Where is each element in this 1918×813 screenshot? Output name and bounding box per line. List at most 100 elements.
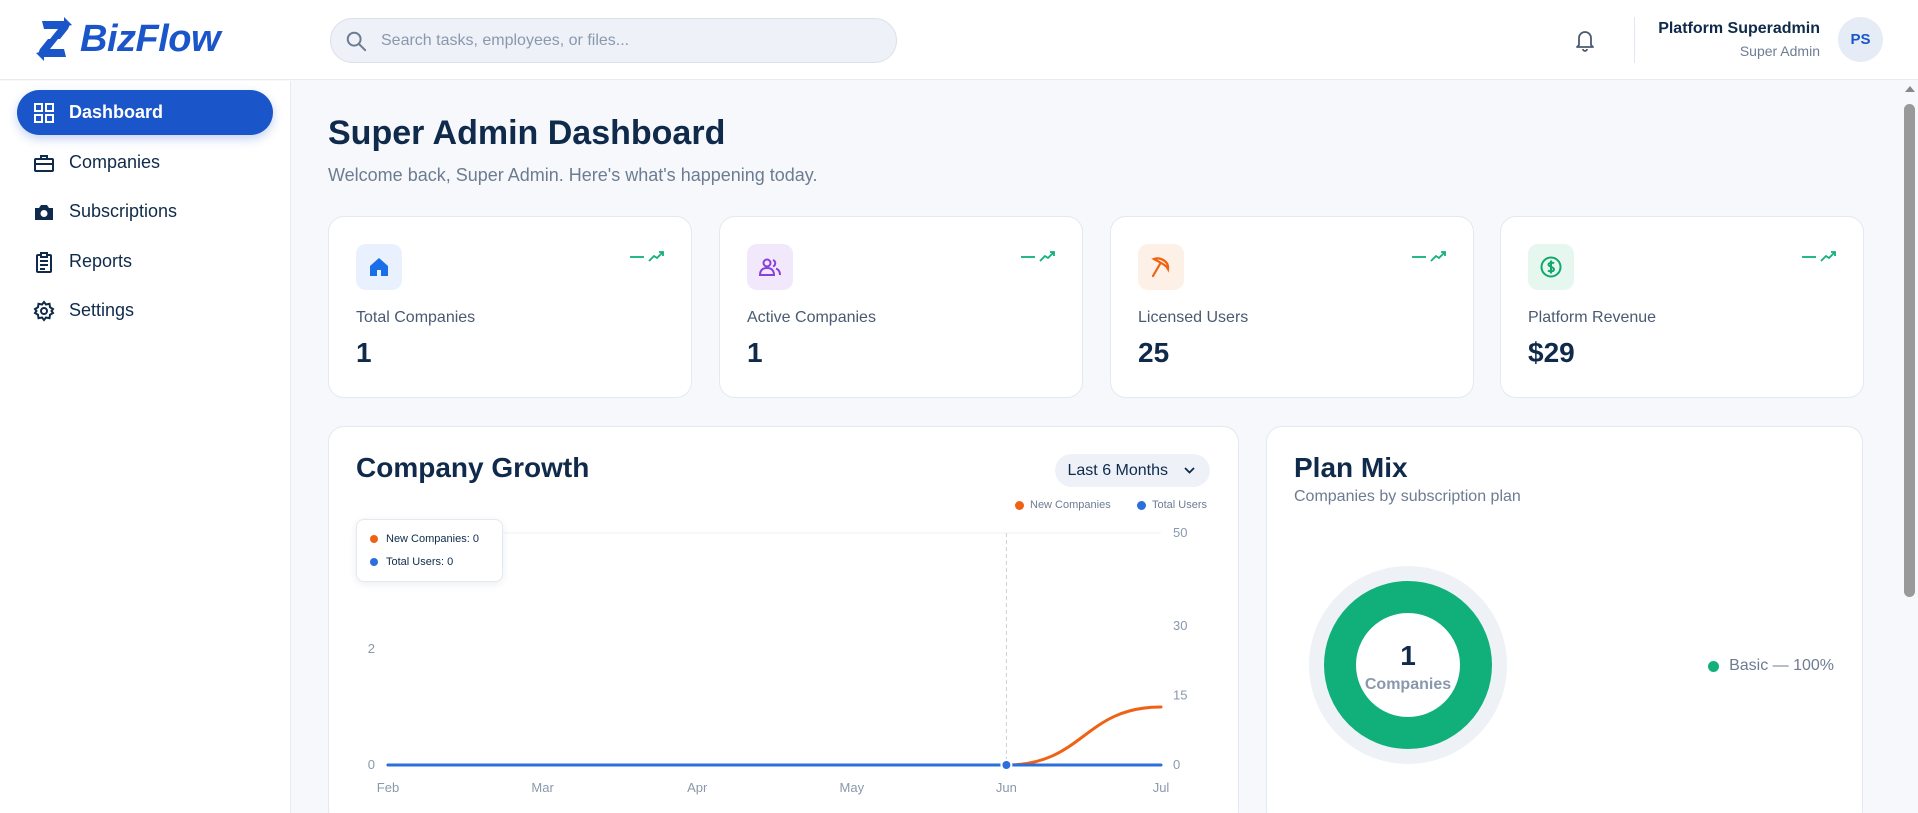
- x-tick-label: Mar: [531, 780, 554, 795]
- bell-icon[interactable]: [1574, 28, 1596, 52]
- search-input[interactable]: [381, 19, 881, 62]
- legend-item-new-companies: New Companies: [1015, 499, 1111, 511]
- chevron-down-icon: [1184, 467, 1195, 474]
- stat-card-licensed-users[interactable]: Licensed Users 25: [1110, 216, 1474, 398]
- grid-icon: [34, 102, 54, 123]
- x-tick-label: Jul: [1153, 780, 1170, 795]
- stat-card-active-companies[interactable]: Active Companies 1: [719, 216, 1083, 398]
- sidebar-item-dashboard[interactable]: Dashboard: [17, 90, 273, 135]
- stat-icon-box: [356, 244, 402, 290]
- umbrella-icon: [1151, 257, 1170, 278]
- stat-label: Platform Revenue: [1528, 309, 1657, 326]
- stat-icon-box: [1138, 244, 1184, 290]
- trend-up-icon: [1802, 251, 1836, 262]
- user-role: Super Admin: [1739, 43, 1820, 59]
- legend-item-basic: Basic — 100%: [1708, 657, 1834, 675]
- stat-icon-box: [747, 244, 793, 290]
- sidebar-item-label: Subscriptions: [69, 201, 178, 221]
- sidebar-item-label: Reports: [69, 251, 133, 271]
- stat-card-total-companies[interactable]: Total Companies 1: [328, 216, 692, 398]
- trend-up-icon: [630, 251, 664, 262]
- app-logo[interactable]: BizFlow: [34, 17, 221, 61]
- x-tick-label: May: [840, 780, 865, 795]
- tooltip-row: Total Users: 0: [370, 556, 453, 568]
- x-tick-label: Apr: [687, 780, 708, 795]
- user-name[interactable]: Platform Superadmin: [1658, 20, 1820, 37]
- tooltip-text: Total Users: 0: [386, 556, 454, 568]
- tooltip-row: New Companies: 0: [370, 533, 479, 545]
- y-right-tick-label: 15: [1173, 687, 1187, 702]
- donut-center-value: 1: [1400, 640, 1416, 671]
- company-growth-panel: Feb Mar Apr May Jun Jul 0 2 0 15 30 50 Company Grow…: [328, 426, 1239, 813]
- chart-tooltip: New Companies: 0 Total Users: 0: [356, 519, 503, 582]
- avatar[interactable]: PS: [1838, 17, 1883, 62]
- y-left-tick-label: 0: [368, 757, 375, 772]
- stat-label: Licensed Users: [1138, 309, 1249, 326]
- legend-dot: [1015, 500, 1024, 510]
- camera-icon: [35, 204, 53, 220]
- tooltip-dot: [370, 535, 378, 543]
- y-left-tick-label: 2: [368, 641, 375, 656]
- clipboard-icon: [36, 251, 52, 273]
- donut-hole-bg: [1340, 597, 1476, 733]
- legend-item-total-users: Total Users: [1137, 499, 1207, 511]
- sidebar-item-label: Settings: [69, 300, 135, 320]
- series-line-new-companies: [386, 705, 1163, 767]
- tooltip-dot: [370, 558, 378, 566]
- donut-slice: [1324, 581, 1492, 749]
- legend-dot: [1708, 660, 1720, 672]
- top-bar: BizFlow Platform Superadmin Super Admin …: [0, 0, 1918, 80]
- panel-subtitle: Companies by subscription plan: [1294, 488, 1521, 505]
- briefcase-icon: [34, 154, 54, 172]
- sidebar-item-reports[interactable]: Reports: [17, 239, 273, 284]
- x-tick-label: Feb: [377, 780, 399, 795]
- dollar-circle-icon: [1540, 256, 1562, 278]
- tooltip-text: New Companies: 0: [386, 533, 479, 545]
- stat-label: Active Companies: [747, 309, 876, 326]
- legend-label: Basic — 100%: [1729, 657, 1834, 674]
- scroll-thumb[interactable]: [1904, 104, 1915, 597]
- header-divider: [1634, 17, 1635, 63]
- stat-card-platform-revenue[interactable]: Platform Revenue $29: [1500, 216, 1864, 398]
- app-name: BizFlow: [80, 17, 221, 60]
- legend-label: Total Users: [1152, 499, 1208, 511]
- sidebar-item-label: Companies: [69, 152, 161, 172]
- stat-label: Total Companies: [356, 309, 476, 326]
- stat-value: 1: [747, 337, 763, 368]
- hover-point: [1000, 759, 1013, 771]
- sidebar-item-companies[interactable]: Companies: [17, 140, 273, 185]
- y-right-tick-label: 30: [1173, 618, 1187, 633]
- plan-mix-donut-chart[interactable]: [1309, 566, 1507, 764]
- legend-dot: [1137, 500, 1146, 510]
- stat-value: $29: [1528, 337, 1575, 368]
- y-right-tick-label: 50: [1173, 525, 1187, 540]
- stat-value: 1: [356, 337, 372, 368]
- trend-up-icon: [1412, 251, 1446, 262]
- scroll-up-arrow-icon[interactable]: [1905, 86, 1915, 92]
- bizflow-logo-icon: [36, 17, 72, 61]
- panel-title: Company Growth: [356, 452, 590, 483]
- stat-value: 25: [1138, 337, 1170, 368]
- panel-title: Plan Mix: [1294, 452, 1408, 483]
- search-bar[interactable]: [330, 18, 897, 63]
- donut-center-label: Companies: [1364, 676, 1452, 693]
- sidebar-item-settings[interactable]: Settings: [17, 288, 273, 333]
- house-icon: [370, 258, 388, 276]
- search-icon: [346, 31, 367, 52]
- users-icon: [758, 258, 781, 276]
- stat-icon-box: [1528, 244, 1574, 290]
- gear-icon: [33, 299, 55, 322]
- trend-up-icon: [1021, 251, 1055, 262]
- x-tick-label: Jun: [996, 780, 1017, 795]
- legend-label: New Companies: [1030, 499, 1111, 511]
- sidebar: Dashboard Companies Subscriptions Report…: [0, 81, 291, 813]
- page-title: Super Admin Dashboard: [328, 114, 726, 152]
- sidebar-item-subscriptions[interactable]: Subscriptions: [17, 189, 273, 234]
- page-subtitle: Welcome back, Super Admin. Here's what's…: [328, 165, 818, 185]
- plan-mix-panel: Plan Mix Companies by subscription plan …: [1266, 426, 1863, 813]
- sidebar-item-label: Dashboard: [69, 102, 164, 122]
- range-dropdown[interactable]: Last 6 Months: [1054, 454, 1210, 487]
- scrollbar[interactable]: [1901, 82, 1918, 813]
- y-right-tick-label: 0: [1173, 757, 1180, 772]
